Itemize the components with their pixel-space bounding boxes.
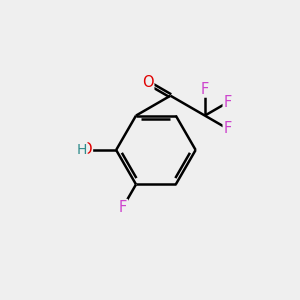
Text: F: F	[201, 82, 209, 97]
Text: F: F	[118, 200, 127, 215]
Text: O: O	[80, 142, 92, 158]
Text: O: O	[142, 75, 153, 90]
Text: F: F	[224, 95, 232, 110]
Text: H: H	[76, 143, 87, 157]
Text: F: F	[224, 121, 232, 136]
